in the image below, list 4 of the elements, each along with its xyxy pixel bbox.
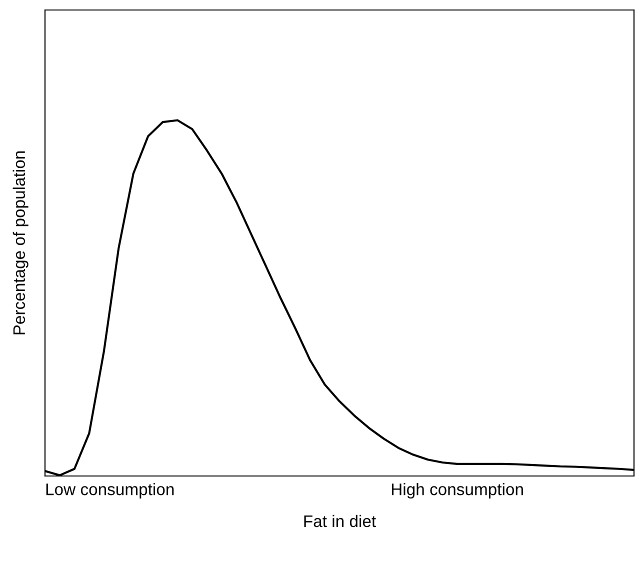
y-axis-title: Percentage of population xyxy=(12,151,28,334)
x-axis-title: Fat in diet xyxy=(304,514,376,528)
text: Low consumption xyxy=(46,482,174,499)
text: High consumption xyxy=(392,482,523,499)
